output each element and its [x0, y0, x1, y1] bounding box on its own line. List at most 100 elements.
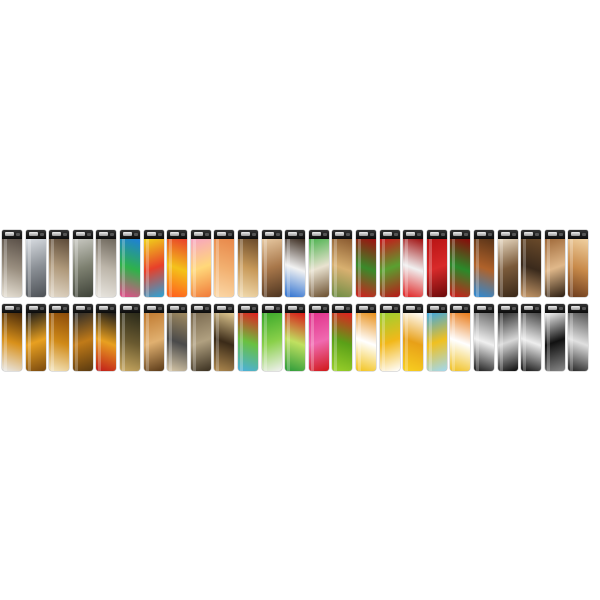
lighter-cap — [356, 304, 376, 313]
lighter-dogs — [308, 230, 329, 297]
lighter-whisky — [2, 304, 22, 371]
lighter-cap — [426, 230, 447, 239]
lighter-print-whisky — [2, 313, 22, 371]
lighter-print-wild-animals — [190, 313, 211, 371]
lighter-ladybugs — [285, 304, 306, 371]
lighter-print-cats — [96, 239, 117, 297]
lighter-beer — [426, 304, 447, 371]
lighter-cap — [167, 304, 188, 313]
lighter-cats — [72, 230, 93, 297]
lighter-print-ladybugs — [285, 313, 306, 371]
lighter-ladybugs — [308, 304, 329, 371]
lighter-chili — [403, 230, 424, 297]
lighter-cap — [238, 230, 258, 239]
lighter-print-cats — [2, 239, 22, 297]
lighter-op-art — [544, 304, 565, 371]
lighter-cap — [96, 230, 117, 239]
lighter-print-cats — [72, 239, 93, 297]
lighter-chili — [379, 230, 400, 297]
lighter-print-candy — [190, 239, 211, 297]
lighter-print-ladybugs — [308, 313, 329, 371]
lighter-op-art — [497, 304, 518, 371]
lighter-print-op-art — [521, 313, 542, 371]
lighter-cap — [238, 304, 258, 313]
lighter-cap — [72, 304, 93, 313]
lighter-cap — [25, 304, 46, 313]
lighter-cap — [332, 230, 353, 239]
lighter-print-dogs — [285, 239, 306, 297]
lighter-print-dogs — [332, 239, 353, 297]
lighter-cats — [96, 230, 117, 297]
lighter-cap — [143, 230, 164, 239]
lighter-cap — [190, 230, 211, 239]
lighter-cap — [403, 230, 424, 239]
lighter-wild-animals — [143, 304, 164, 371]
lighter-cap — [167, 230, 188, 239]
lighter-cap — [285, 230, 306, 239]
lighter-print-whisky — [25, 313, 46, 371]
lighter-print-op-art — [568, 313, 589, 371]
lighter-beer — [450, 304, 471, 371]
lighter-cap — [308, 304, 329, 313]
lighter-print-beer — [426, 313, 447, 371]
lighter-whisky — [25, 304, 46, 371]
lighter-print-chili — [403, 239, 424, 297]
lighter-print-dogs — [261, 239, 282, 297]
lighter-cap — [214, 230, 235, 239]
lighter-print-beer — [379, 313, 400, 371]
lighter-cap — [190, 304, 211, 313]
lighter-print-beer — [403, 313, 424, 371]
lighter-horses — [474, 230, 494, 297]
lighter-whisky — [96, 304, 117, 371]
lighter-horses — [497, 230, 518, 297]
lighter-print-whisky — [49, 313, 70, 371]
lighter-print-dogs — [308, 239, 329, 297]
lighter-beer — [379, 304, 400, 371]
lighter-cap — [2, 304, 22, 313]
lighter-cap — [544, 230, 565, 239]
lighter-candy — [143, 230, 164, 297]
lighter-cap — [450, 304, 471, 313]
lighter-cap — [450, 230, 471, 239]
lighter-row-bottom — [0, 304, 600, 376]
lighter-cap — [426, 304, 447, 313]
lighter-horses — [568, 230, 589, 297]
lighter-print-dogs — [238, 239, 258, 297]
lighter-print-horses — [544, 239, 565, 297]
lighter-dogs — [261, 230, 282, 297]
lighter-wild-animals — [167, 304, 188, 371]
lighter-dogs — [238, 230, 258, 297]
lighter-print-beer — [356, 313, 376, 371]
lighter-cap — [143, 304, 164, 313]
lighter-cap — [49, 230, 70, 239]
lighter-wild-animals — [190, 304, 211, 371]
lighter-wild-animals — [214, 304, 235, 371]
lighter-print-ladybugs — [238, 313, 258, 371]
lighter-cap — [379, 304, 400, 313]
lighter-cap — [120, 304, 140, 313]
lighter-chili — [356, 230, 376, 297]
lighter-cap — [49, 304, 70, 313]
lighter-cap — [120, 230, 140, 239]
lighter-print-chili — [450, 239, 471, 297]
lighter-cap — [261, 304, 282, 313]
lighter-print-candy — [143, 239, 164, 297]
lighter-cap — [379, 230, 400, 239]
lighter-print-candy — [167, 239, 188, 297]
lighter-print-ladybugs — [332, 313, 353, 371]
lighter-cap — [521, 304, 542, 313]
lighter-ladybugs — [261, 304, 282, 371]
lighter-print-horses — [474, 239, 494, 297]
lighter-beer — [403, 304, 424, 371]
lighter-cap — [2, 230, 22, 239]
lighter-chili — [426, 230, 447, 297]
lighter-op-art — [474, 304, 494, 371]
lighter-cap — [521, 230, 542, 239]
lighter-print-cats — [49, 239, 70, 297]
lighter-cap — [72, 230, 93, 239]
lighter-print-candy — [214, 239, 235, 297]
lighter-print-whisky — [72, 313, 93, 371]
lighter-ladybugs — [332, 304, 353, 371]
lighter-cap — [261, 230, 282, 239]
